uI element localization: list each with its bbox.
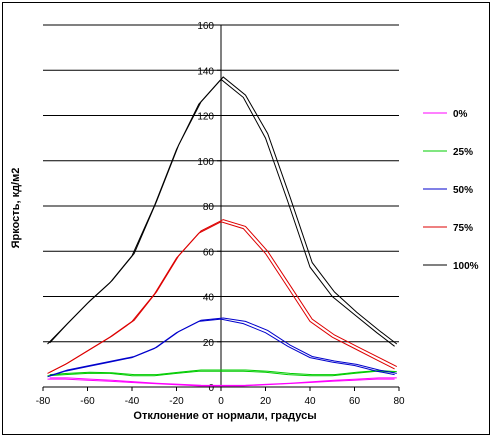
series-line-b-25pct — [49, 369, 397, 376]
series-line-b-0pct — [49, 377, 397, 386]
y-tick-label-3: 60 — [203, 247, 215, 258]
x-tick-label-7: 60 — [349, 396, 361, 407]
series-line-0pct — [47, 378, 395, 387]
series-line-b-75pct — [49, 219, 398, 373]
y-tick-label-1: 20 — [203, 338, 215, 349]
x-tick-label-5: 20 — [260, 396, 272, 407]
x-tick-label-1: -60 — [80, 396, 95, 407]
x-tick-label-6: 40 — [304, 396, 316, 407]
chart-frame: -80 -60 -40 -20 0 20 40 60 80 0 20 40 60 80 100 120 140 1… — [2, 2, 490, 435]
series-line-b-50pct — [49, 317, 397, 377]
series-line-25pct — [47, 370, 395, 377]
y-tick-label-7: 140 — [197, 66, 214, 77]
x-tick-label-3: -20 — [169, 396, 184, 407]
legend-label-0pct: 0% — [453, 109, 468, 120]
y-tick-label-0: 0 — [208, 383, 214, 394]
y-tick-label-5: 100 — [197, 157, 214, 168]
x-tick-label-8: 80 — [393, 396, 405, 407]
legend-label-25pct: 25% — [453, 147, 473, 158]
legend-label-75pct: 75% — [453, 223, 473, 234]
y-tick-label-2: 40 — [203, 293, 215, 304]
legend-label-100pct: 100% — [453, 261, 479, 272]
x-axis-title: Отклонение от нормали, градусы — [133, 410, 316, 422]
y-axis-title: Яркость, кд/м2 — [10, 168, 22, 249]
luminance-chart: -80 -60 -40 -20 0 20 40 60 80 0 20 40 60 80 100 120 140 1… — [10, 21, 479, 422]
x-tick-label-2: -40 — [125, 396, 140, 407]
series-line-50pct — [47, 318, 395, 378]
y-tick-label-4: 80 — [203, 202, 215, 213]
x-tick-label-4: 0 — [218, 396, 224, 407]
series-line-b-100pct — [49, 76, 398, 345]
x-tick-label-0: -80 — [36, 396, 51, 407]
y-tick-label-6: 120 — [197, 112, 214, 123]
y-tick-label-8: 160 — [197, 21, 214, 32]
legend-label-50pct: 50% — [453, 185, 473, 196]
